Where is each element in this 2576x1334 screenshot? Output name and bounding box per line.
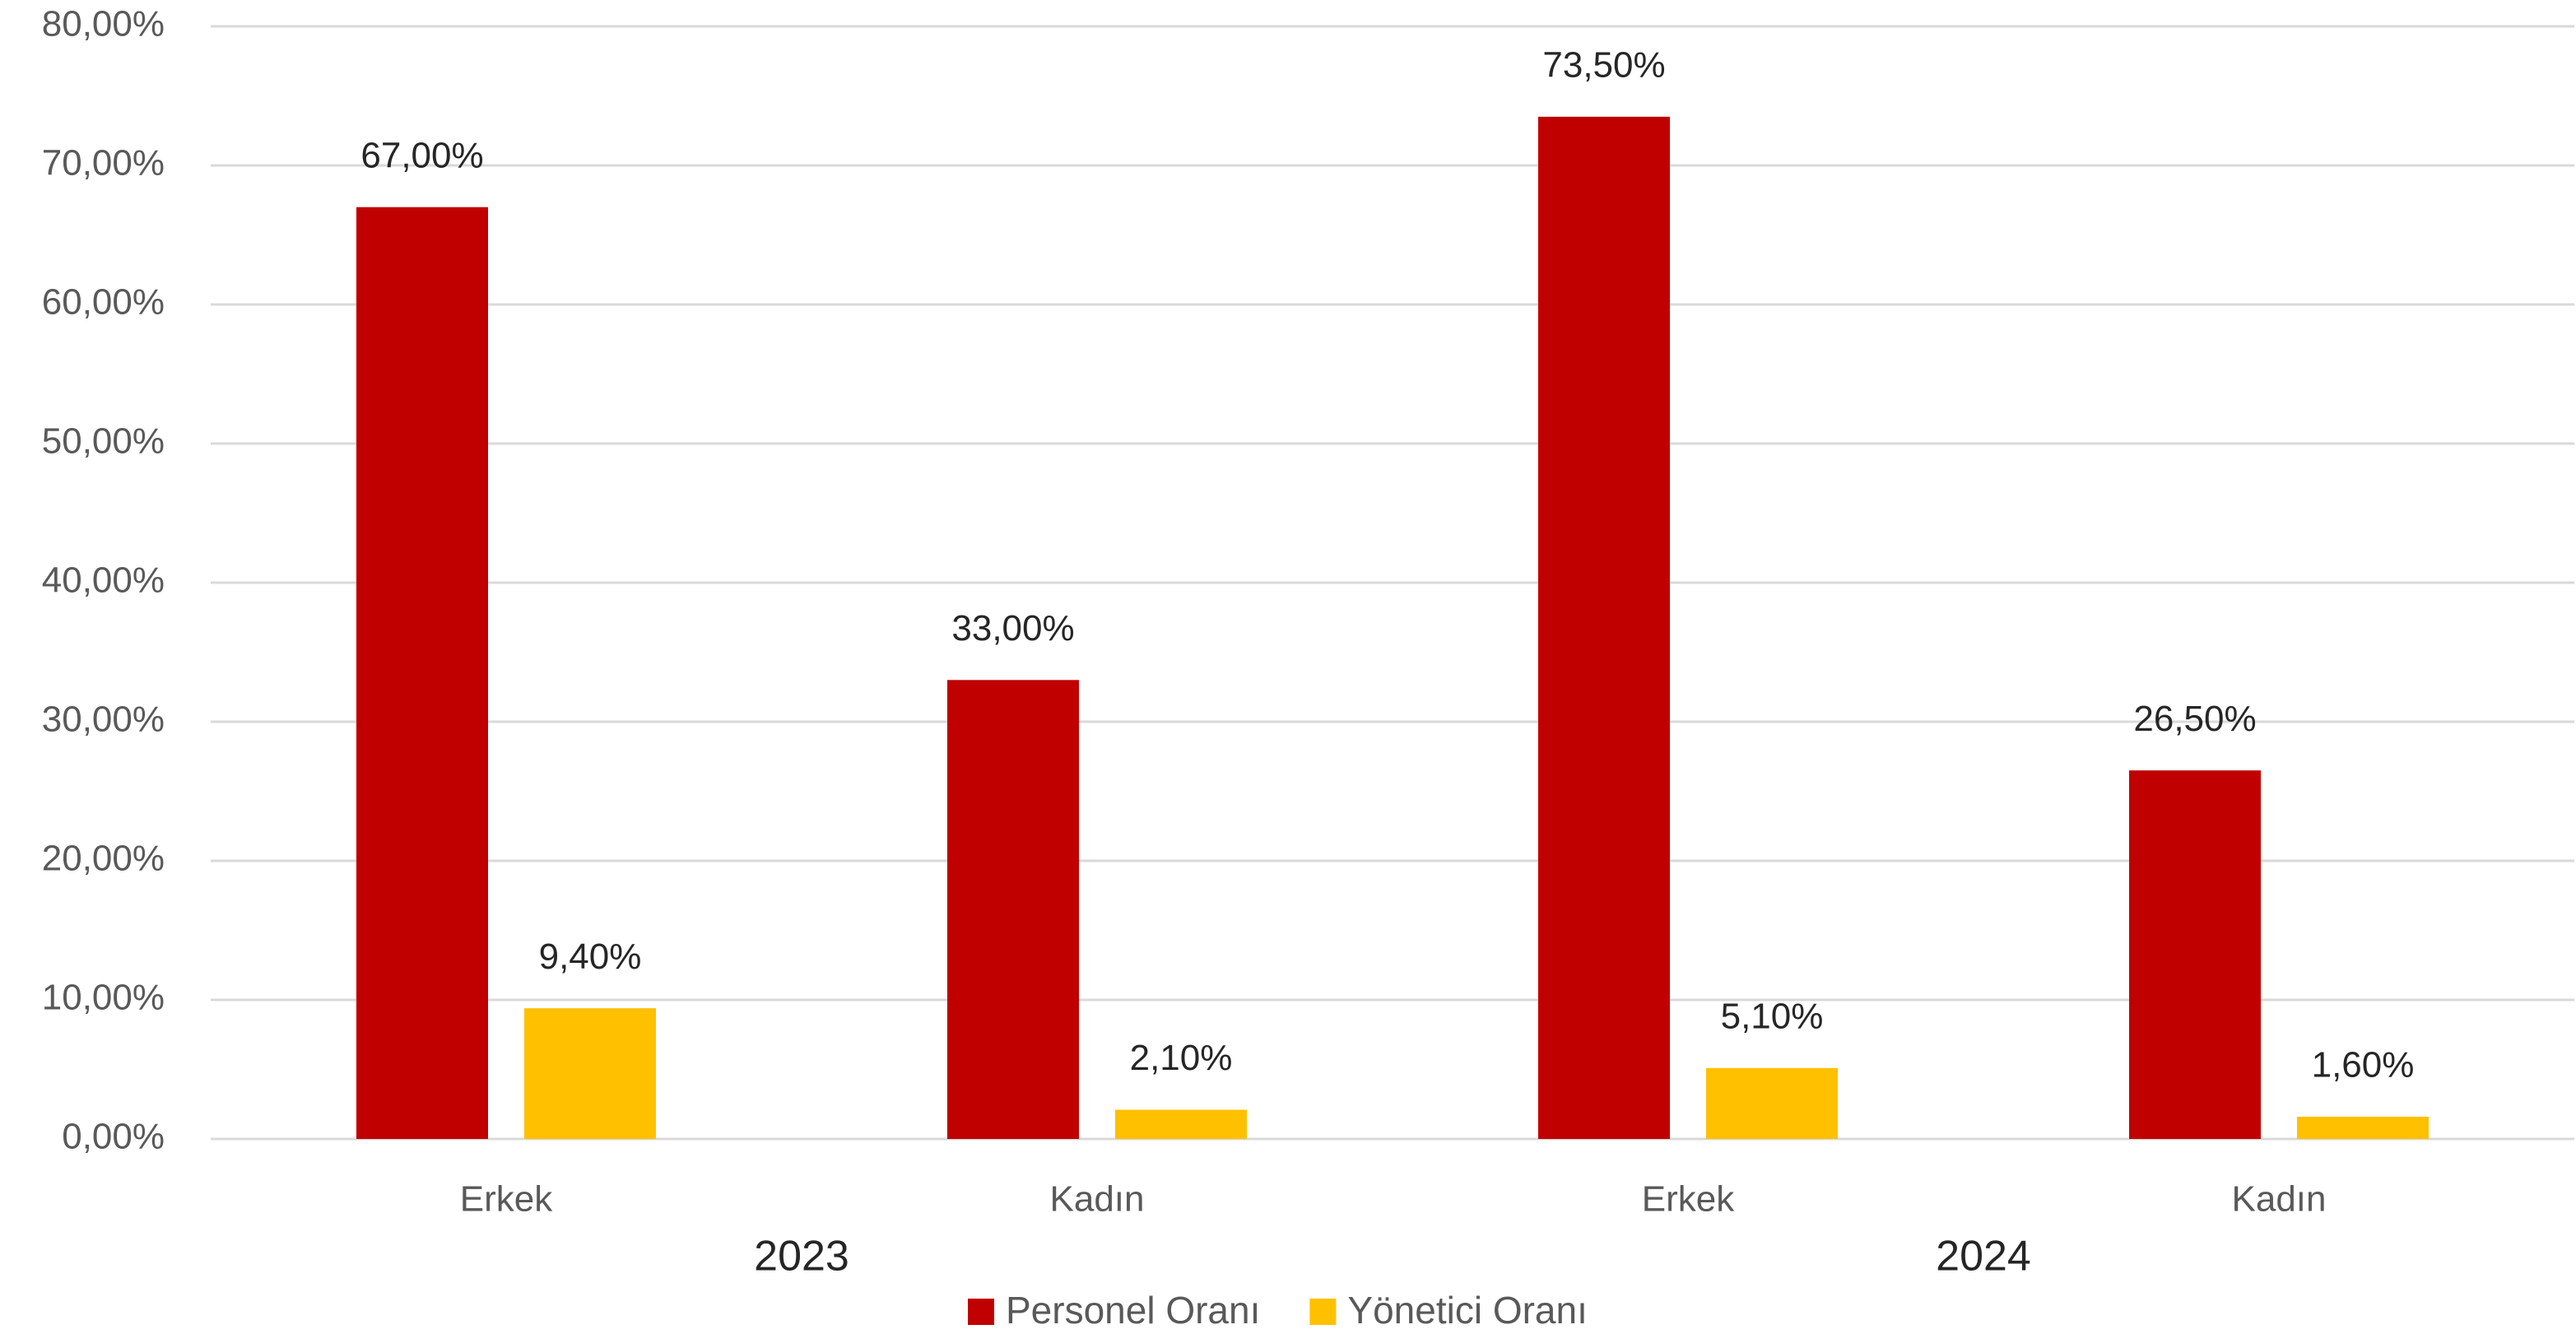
legend-swatch [968,1299,994,1325]
bar [947,680,1079,1139]
x-tick-label: Kadın [2232,1179,2327,1220]
y-tick-label: 30,00% [42,700,165,740]
data-label: 5,10% [1721,996,1824,1036]
bar [1538,116,1670,1140]
x-tick-label: Erkek [460,1179,553,1220]
data-label: 2,10% [1130,1038,1233,1078]
y-tick-label: 20,00% [42,839,165,879]
group-label: 2024 [1936,1233,2031,1281]
legend-label: Yönetici Oranı [1347,1289,1587,1330]
y-tick-label: 40,00% [42,560,165,601]
data-label: 33,00% [951,608,1074,648]
data-label: 1,60% [2312,1045,2415,1085]
bar [1706,1067,1838,1139]
y-tick-label: 80,00% [42,4,165,44]
x-tick-label: Kadın [1050,1179,1145,1220]
bar [356,207,488,1140]
bar [1115,1109,1247,1139]
legend-swatch [1309,1299,1337,1325]
group-label: 2023 [754,1233,849,1281]
legend-label: Personel Oranı [1006,1289,1260,1330]
data-label: 26,50% [2133,699,2256,739]
y-tick-label: 0,00% [62,1117,165,1157]
data-label: 67,00% [360,135,483,175]
bar [2297,1116,2429,1139]
bar [524,1008,656,1139]
data-label: 73,50% [1542,44,1665,85]
bar [2129,770,2261,1139]
y-tick-label: 60,00% [42,282,165,323]
y-tick-label: 50,00% [42,421,165,462]
data-label: 9,40% [539,937,642,977]
x-tick-label: Erkek [1642,1179,1735,1220]
y-tick-label: 10,00% [42,978,165,1018]
y-tick-label: 70,00% [42,143,165,184]
